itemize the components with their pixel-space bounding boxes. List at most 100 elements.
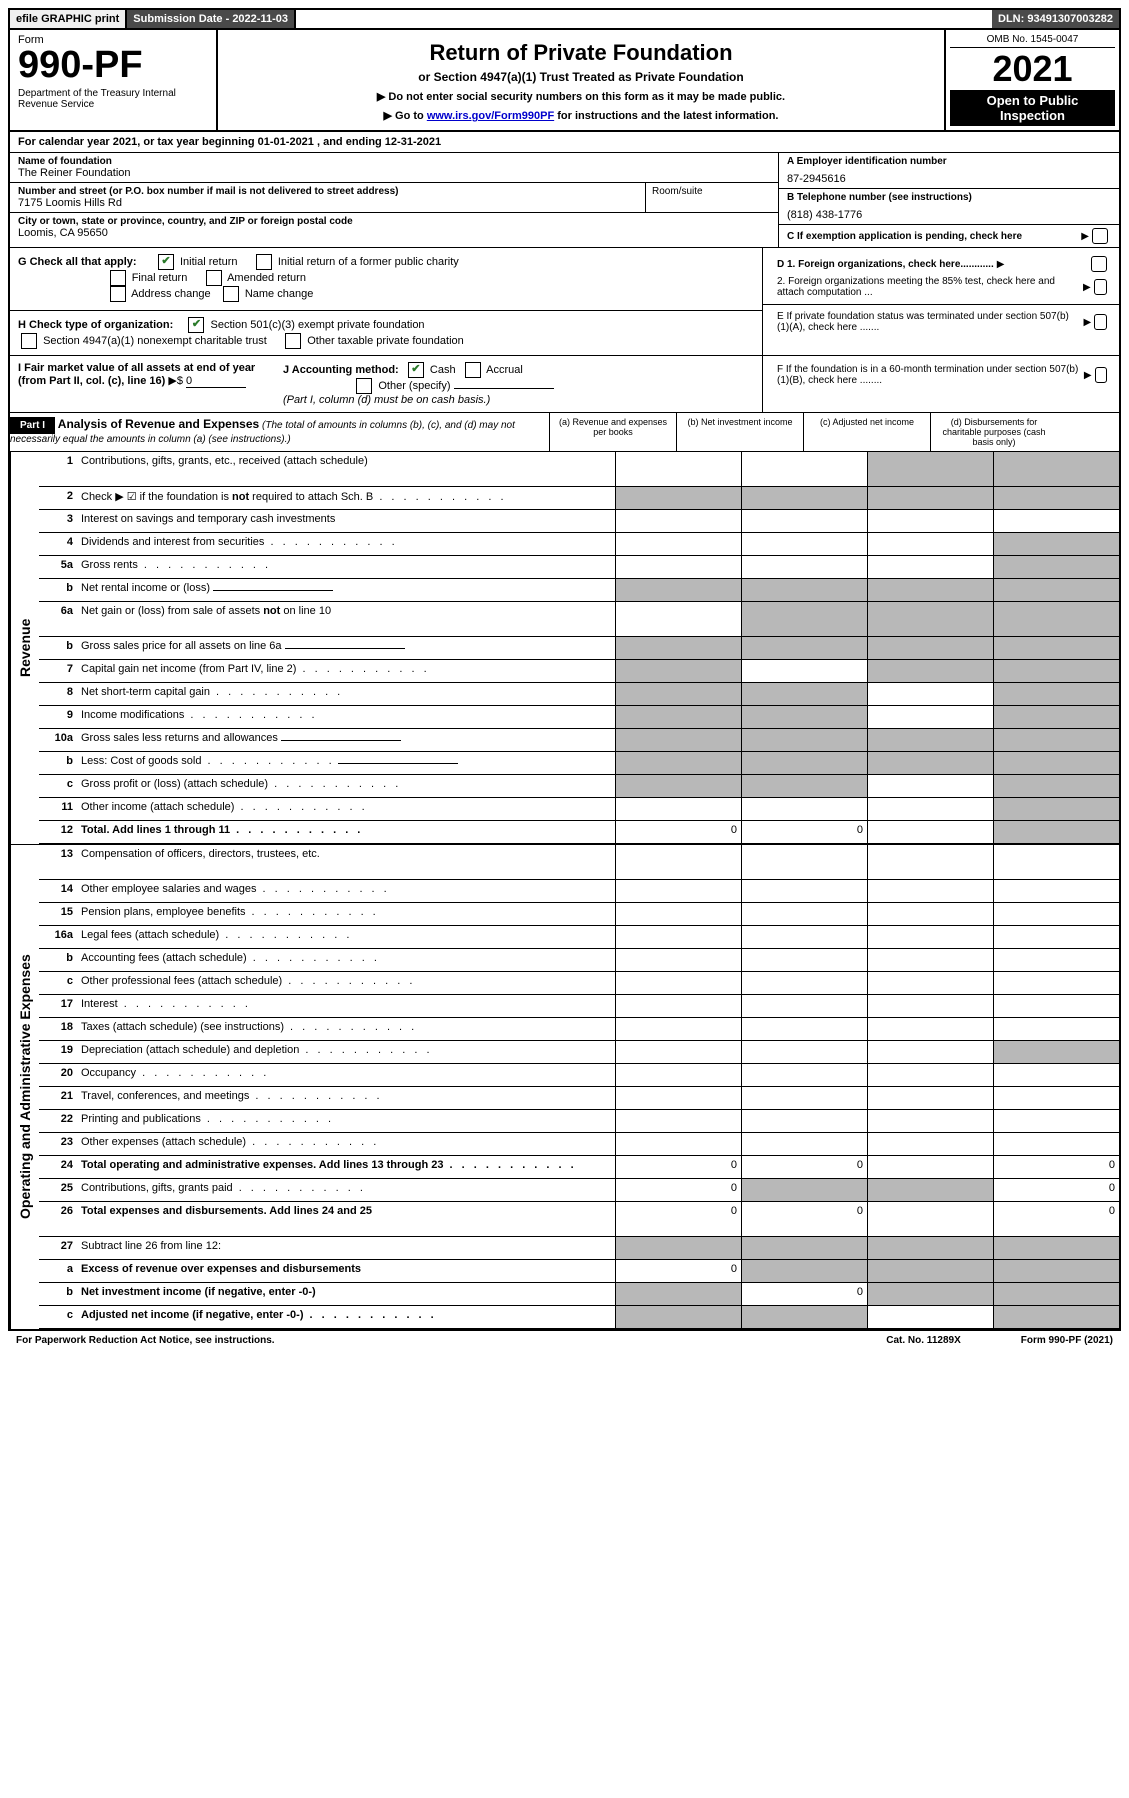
- line-number: b: [39, 579, 77, 601]
- accrual-checkbox[interactable]: [465, 362, 481, 378]
- line-number: 6a: [39, 602, 77, 636]
- cell-d: 0: [993, 1202, 1119, 1236]
- table-row: 11Other income (attach schedule): [39, 798, 1119, 821]
- cell-d: [993, 452, 1119, 486]
- cell-b: [741, 1087, 867, 1109]
- cell-d: [993, 1237, 1119, 1259]
- cell-a: [615, 1133, 741, 1155]
- cell-b: [741, 729, 867, 751]
- line-text: Check ▶ ☑ if the foundation is not requi…: [77, 487, 615, 509]
- sec501-checkbox[interactable]: ✔: [188, 317, 204, 333]
- form-title: Return of Private Foundation: [224, 40, 938, 66]
- cell-d: [993, 775, 1119, 797]
- submission-date: Submission Date - 2022-11-03: [127, 10, 296, 28]
- cell-a: [615, 637, 741, 659]
- cell-b: [741, 1018, 867, 1040]
- cell-d: [993, 752, 1119, 774]
- cell-d: [993, 926, 1119, 948]
- efile-button[interactable]: efile GRAPHIC print: [10, 10, 127, 28]
- pending-box: C If exemption application is pending, c…: [779, 225, 1119, 247]
- pending-checkbox[interactable]: [1092, 228, 1108, 244]
- line-text: Legal fees (attach schedule): [77, 926, 615, 948]
- cell-d: [993, 533, 1119, 555]
- name-change-checkbox[interactable]: [223, 286, 239, 302]
- other-method-checkbox[interactable]: [356, 378, 372, 394]
- irs-link[interactable]: www.irs.gov/Form990PF: [427, 110, 554, 122]
- cell-c: [867, 903, 993, 925]
- year-box: OMB No. 1545-0047 2021 Open to Public In…: [944, 30, 1119, 130]
- section-g-h: G Check all that apply: ✔ Initial return…: [10, 248, 1119, 356]
- final-return-checkbox[interactable]: [110, 270, 126, 286]
- cell-c: [867, 556, 993, 578]
- revenue-side-label: Revenue: [10, 452, 39, 844]
- line-text: Travel, conferences, and meetings: [77, 1087, 615, 1109]
- cell-c: [867, 949, 993, 971]
- cell-b: [741, 903, 867, 925]
- cell-d: [993, 880, 1119, 902]
- d1-checkbox[interactable]: [1091, 256, 1107, 272]
- line-number: c: [39, 775, 77, 797]
- line-text: Accounting fees (attach schedule): [77, 949, 615, 971]
- line-text: Total operating and administrative expen…: [77, 1156, 615, 1178]
- cell-c: [867, 706, 993, 728]
- foundation-name-box: Name of foundation The Reiner Foundation: [10, 153, 778, 183]
- line-number: a: [39, 1260, 77, 1282]
- form-title-box: Return of Private Foundation or Section …: [218, 30, 944, 130]
- cell-c: [867, 752, 993, 774]
- initial-former-checkbox[interactable]: [256, 254, 272, 270]
- f-checkbox[interactable]: [1095, 367, 1107, 383]
- line-number: 9: [39, 706, 77, 728]
- cell-d: [993, 1041, 1119, 1063]
- cell-d: [993, 706, 1119, 728]
- cell-a: [615, 579, 741, 601]
- cell-c: [867, 1237, 993, 1259]
- cell-c: [867, 1041, 993, 1063]
- col-b-head: (b) Net investment income: [676, 413, 803, 451]
- cell-d: 0: [993, 1179, 1119, 1201]
- d2-checkbox[interactable]: [1094, 279, 1107, 295]
- cell-a: [615, 752, 741, 774]
- cell-d: [993, 821, 1119, 843]
- cell-b: [741, 579, 867, 601]
- cell-d: [993, 487, 1119, 509]
- line-number: c: [39, 1306, 77, 1328]
- cell-a: [615, 995, 741, 1017]
- cash-checkbox[interactable]: ✔: [408, 362, 424, 378]
- sec4947-checkbox[interactable]: [21, 333, 37, 349]
- other-taxable-checkbox[interactable]: [285, 333, 301, 349]
- line-number: 25: [39, 1179, 77, 1201]
- cell-a: [615, 1041, 741, 1063]
- cell-c: [867, 972, 993, 994]
- cell-c: [867, 1156, 993, 1178]
- line-text: Taxes (attach schedule) (see instruction…: [77, 1018, 615, 1040]
- table-row: 3Interest on savings and temporary cash …: [39, 510, 1119, 533]
- cell-a: 0: [615, 1260, 741, 1282]
- cell-b: 0: [741, 1202, 867, 1236]
- cell-a: [615, 926, 741, 948]
- cell-c: [867, 1306, 993, 1328]
- dept-label: Department of the Treasury Internal Reve…: [18, 88, 208, 110]
- amended-checkbox[interactable]: [206, 270, 222, 286]
- form-id-box: Form 990-PF Department of the Treasury I…: [10, 30, 218, 130]
- line-number: 17: [39, 995, 77, 1017]
- cell-c: [867, 452, 993, 486]
- paperwork-notice: For Paperwork Reduction Act Notice, see …: [16, 1335, 275, 1346]
- line-text: Dividends and interest from securities: [77, 533, 615, 555]
- table-row: 27Subtract line 26 from line 12:: [39, 1237, 1119, 1260]
- revenue-section: Revenue 1Contributions, gifts, grants, e…: [10, 452, 1119, 844]
- cell-c: [867, 579, 993, 601]
- cell-b: [741, 1110, 867, 1132]
- cell-c: [867, 1260, 993, 1282]
- initial-return-checkbox[interactable]: ✔: [158, 254, 174, 270]
- line-number: 8: [39, 683, 77, 705]
- table-row: 1Contributions, gifts, grants, etc., rec…: [39, 452, 1119, 487]
- cell-c: [867, 775, 993, 797]
- cat-no: Cat. No. 11289X: [886, 1335, 960, 1346]
- addr-change-checkbox[interactable]: [110, 286, 126, 302]
- cell-d: [993, 995, 1119, 1017]
- cell-a: [615, 452, 741, 486]
- line-number: 11: [39, 798, 77, 820]
- cell-d: [993, 729, 1119, 751]
- line-number: b: [39, 1283, 77, 1305]
- e-checkbox[interactable]: [1094, 314, 1107, 330]
